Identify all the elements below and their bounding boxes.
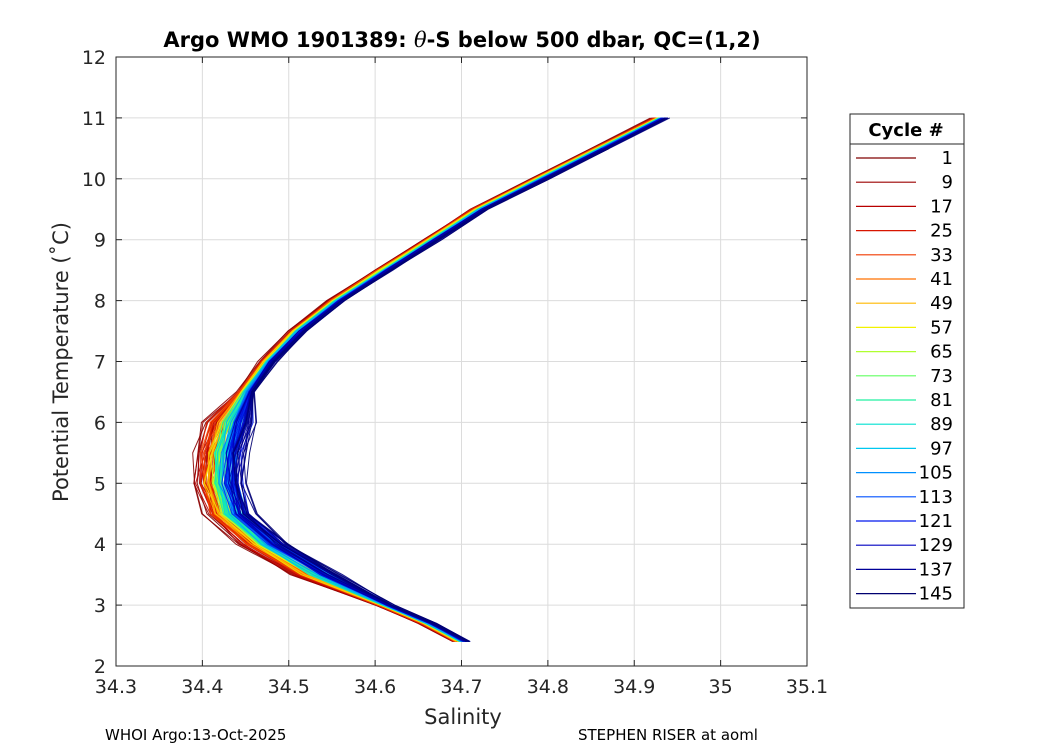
y-tick-label: 4 — [94, 534, 106, 556]
axis-ticks: 34.3 34.4 34.5 34.6 34.7 34.8 34.9 35 35.1 2 3 4 5 6 7… — [82, 47, 828, 698]
y-tick-label: 8 — [94, 291, 106, 313]
legend-label: 65 — [930, 342, 953, 363]
legend-label: 145 — [919, 584, 953, 605]
legend-label: 57 — [930, 317, 953, 338]
x-tick-label: 34.9 — [613, 676, 655, 698]
legend-label: 9 — [942, 172, 953, 193]
y-tick-label: 3 — [94, 595, 106, 617]
y-tick-label: 5 — [94, 473, 106, 495]
footer-right: STEPHEN RISER at aoml — [578, 726, 758, 744]
legend-box — [849, 113, 965, 609]
legend-label: 49 — [930, 293, 953, 314]
legend-label: 73 — [930, 366, 953, 387]
x-tick-label: 34.3 — [95, 676, 137, 698]
profile-curve — [199, 117, 656, 643]
x-tick-label: 35 — [709, 676, 733, 698]
y-axis-label: Potential Temperature (˚C) — [49, 222, 73, 502]
legend-label: 33 — [930, 245, 953, 266]
x-tick-label: 34.7 — [440, 676, 482, 698]
y-tick-label: 9 — [94, 230, 106, 252]
title-theta: θ — [414, 28, 427, 52]
y-tick-label: 7 — [94, 352, 106, 374]
legend-label: 81 — [930, 390, 953, 411]
legend-label: 129 — [919, 535, 953, 556]
profile-curve — [203, 117, 658, 643]
x-tick-label: 35.1 — [786, 676, 828, 698]
legend-label: 17 — [930, 196, 953, 217]
legend-label: 1 — [942, 148, 953, 169]
chart-title: Argo WMO 1901389: θ-S below 500 dbar, QC… — [163, 28, 760, 52]
legend-title: Cycle # — [868, 120, 943, 141]
y-tick-label: 10 — [82, 169, 106, 191]
title-prefix: Argo WMO 1901389: — [163, 28, 414, 52]
legend-label: 137 — [919, 559, 953, 580]
legend-label: 41 — [930, 269, 953, 290]
legend-entries: 1 9 17 25 33 41 49 57 65 73 81 89 97 105 113 121 129 137 1… — [856, 148, 953, 605]
y-tick-label: 11 — [82, 108, 106, 130]
profile-curves — [192, 117, 671, 643]
y-tick-label: 2 — [94, 656, 106, 678]
legend-label: 25 — [930, 221, 953, 242]
legend-label: 113 — [919, 487, 953, 508]
x-tick-label: 34.8 — [527, 676, 569, 698]
legend-label: 121 — [919, 511, 953, 532]
x-tick-label: 34.6 — [354, 676, 396, 698]
footer-left: WHOI Argo:13-Oct-2025 — [105, 726, 286, 744]
y-tick-label: 12 — [82, 47, 106, 69]
legend-label: 89 — [930, 414, 953, 435]
y-tick-label: 6 — [94, 412, 106, 434]
grid-lines — [116, 57, 807, 666]
legend-label: 105 — [919, 463, 953, 484]
profile-curve — [225, 147, 603, 643]
x-tick-label: 34.4 — [181, 676, 223, 698]
profile-curve — [245, 147, 610, 643]
x-axis-label: Salinity — [424, 705, 502, 729]
profile-curve — [232, 117, 666, 643]
x-tick-label: 34.5 — [268, 676, 310, 698]
legend: Cycle # 1 9 17 25 33 41 49 57 65 73 81 89 97 105 113 12… — [849, 113, 965, 609]
legend-label: 97 — [930, 438, 953, 459]
title-suffix: -S below 500 dbar, QC=(1,2) — [427, 28, 761, 52]
